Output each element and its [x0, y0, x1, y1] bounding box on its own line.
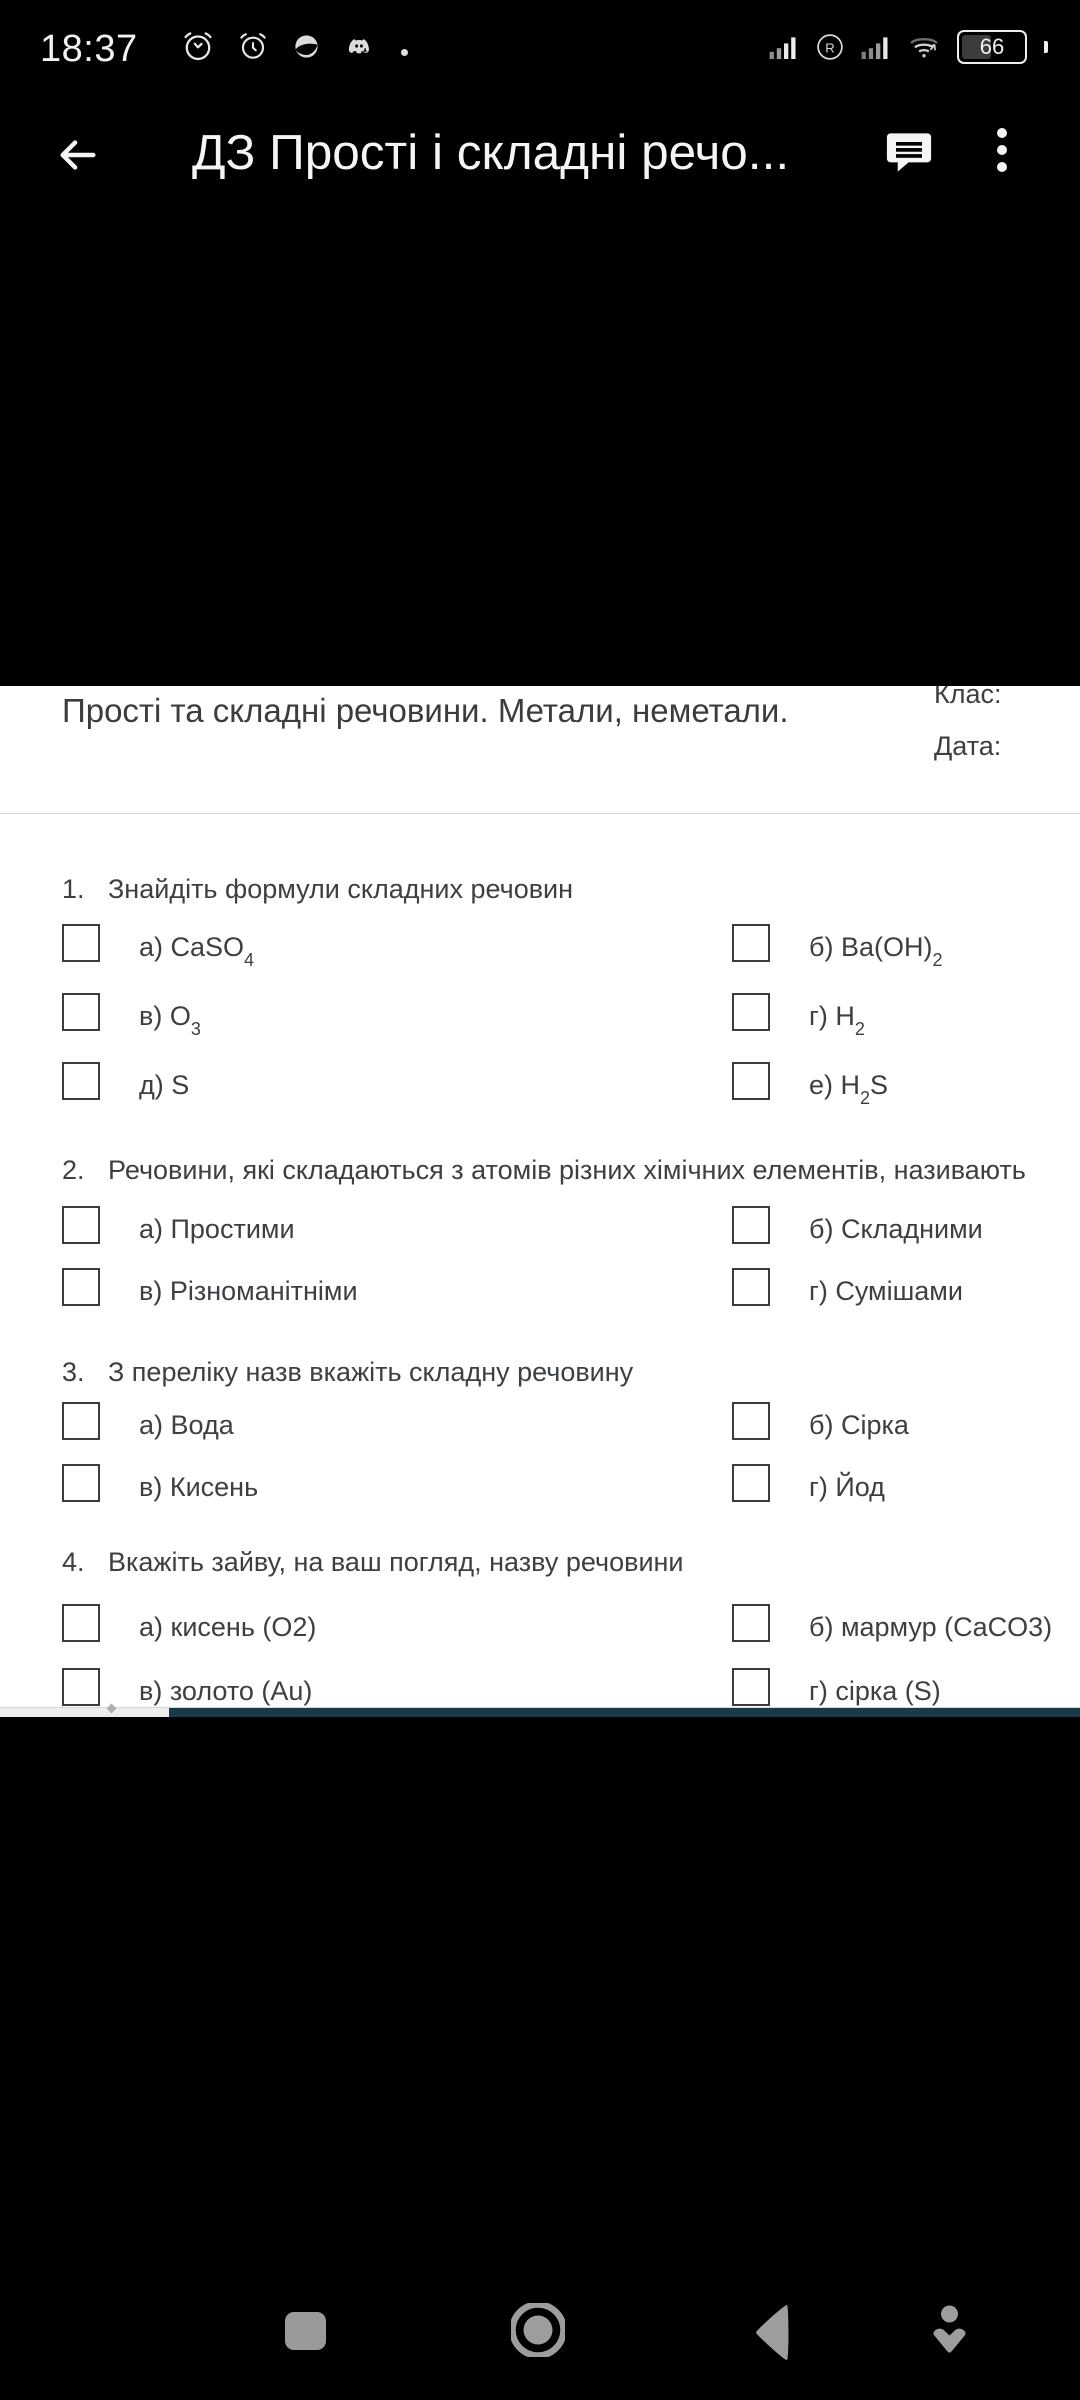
svg-text:R: R [825, 40, 834, 55]
